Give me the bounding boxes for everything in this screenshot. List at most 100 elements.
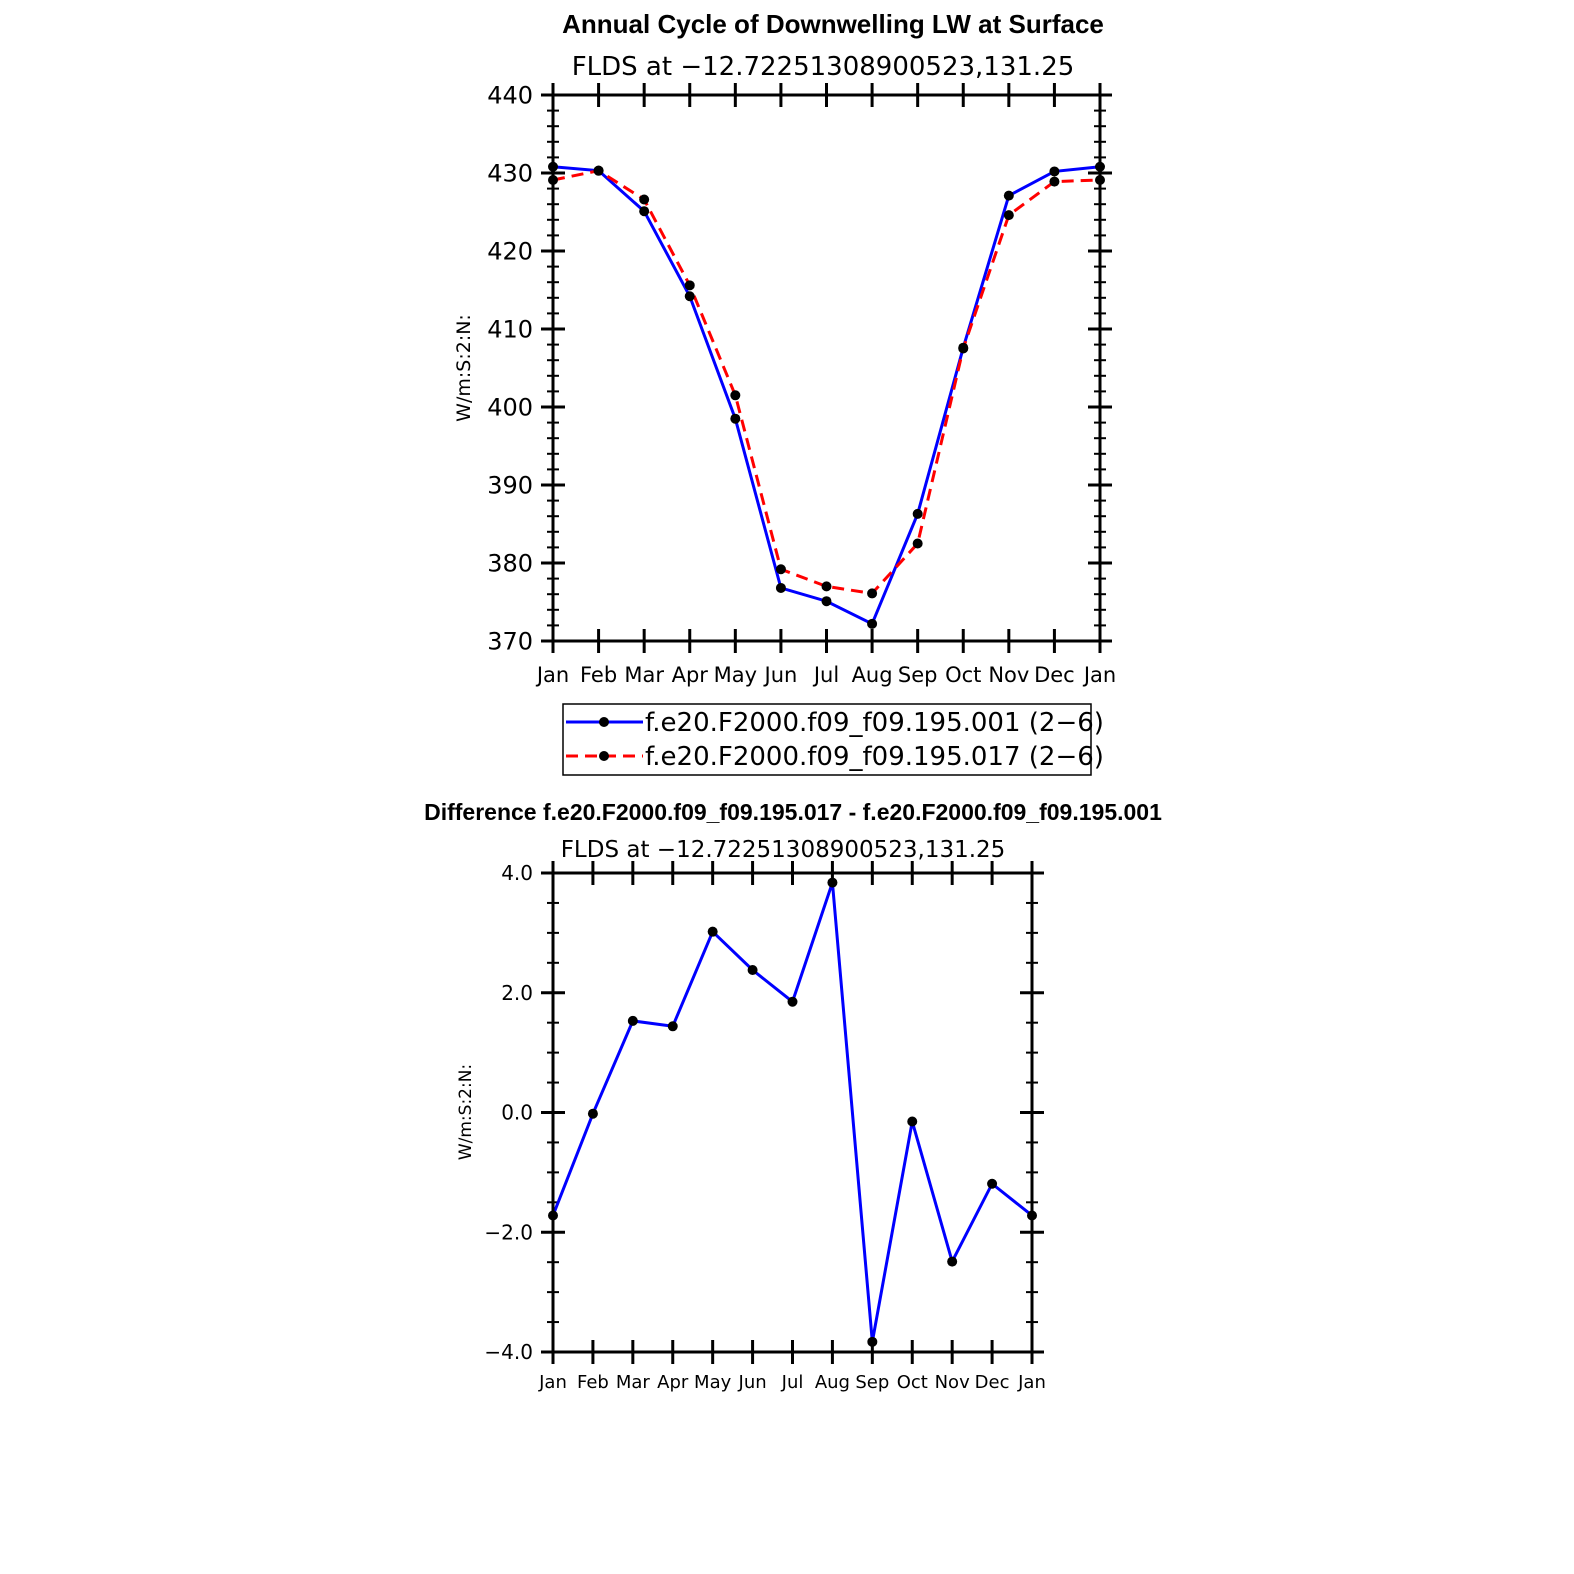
legend-marker-series-2	[599, 751, 609, 761]
x-tick-label: Dec	[1034, 663, 1075, 687]
x-tick-label: Jul	[812, 663, 839, 687]
legend-entry-1: f.e20.F2000.f09_f09.195.001 (2−6)	[566, 708, 1104, 738]
chart2-plot-frame	[551, 871, 1034, 1354]
y-tick-label: −2.0	[484, 1220, 533, 1244]
series-line-2	[552, 169, 1101, 596]
x-tick-label: Jan	[538, 1372, 567, 1393]
x-tick-label: Nov	[935, 1372, 970, 1393]
x-tick-label: Mar	[624, 663, 664, 687]
y-tick-label: −4.0	[484, 1340, 533, 1364]
series-1-point	[1049, 166, 1060, 177]
x-tick-label: Apr	[657, 1372, 689, 1393]
legend-label-series-1: f.e20.F2000.f09_f09.195.001 (2−6)	[645, 708, 1104, 738]
series-1-point	[684, 291, 695, 302]
x-tick-label: Oct	[897, 1372, 928, 1393]
y-tick-label: 4.0	[501, 861, 533, 885]
series-2-point	[684, 280, 695, 291]
series-2-point	[958, 343, 969, 354]
x-tick-label: Sep	[855, 1372, 889, 1393]
chart1-subtitle: FLDS at −12.72251308900523,131.25	[572, 52, 1075, 82]
y-tick-label: 390	[487, 472, 533, 500]
difference-chart: Difference f.e20.F2000.f09_f09.195.017 -…	[424, 799, 1162, 1393]
x-tick-label: Nov	[988, 663, 1029, 687]
chart2-x-tick-labels: Jan Feb Mar Apr May Jun Jul Aug Sep Oct Nov Dec Jan	[538, 1372, 1046, 1393]
chart1-y-tick-labels: 370 380 390 400 410 420 430 440	[487, 82, 533, 656]
chart1-ticks	[541, 83, 1112, 653]
y-tick-label: 370	[487, 628, 533, 656]
chart2-y-axis-label: W/m:S:2:N:	[456, 1064, 476, 1160]
x-tick-label: Aug	[815, 1372, 850, 1393]
x-tick-label: Jun	[738, 1372, 767, 1393]
series-1-point	[987, 1178, 998, 1189]
chart2-y-tick-labels: −4.0 −2.0 0.0 2.0 4.0	[484, 861, 533, 1364]
x-tick-label: Jul	[781, 1372, 804, 1393]
x-tick-label: Oct	[945, 663, 981, 687]
chart2-subtitle: FLDS at −12.72251308900523,131.25	[561, 837, 1006, 863]
x-tick-label: May	[714, 663, 757, 687]
x-tick-label: Feb	[580, 663, 617, 687]
x-tick-label: Sep	[898, 663, 938, 687]
y-tick-label: 400	[487, 394, 533, 422]
series-1-point	[587, 1108, 598, 1119]
series-2-point	[593, 165, 604, 176]
y-tick-label: 440	[487, 82, 533, 110]
series-1-point	[747, 964, 758, 975]
series-1-point	[730, 413, 741, 424]
series-2-point	[1003, 210, 1014, 221]
series-1-point	[912, 508, 923, 519]
chart1-title: Annual Cycle of Downwelling LW at Surfac…	[562, 9, 1104, 39]
series-2-point	[730, 390, 741, 401]
series-line-1	[552, 165, 1101, 626]
x-tick-label: Jan	[1082, 663, 1116, 687]
chart2-ticks	[541, 861, 1044, 1364]
annual-cycle-chart: Annual Cycle of Downwelling LW at Surfac…	[453, 9, 1116, 776]
y-tick-label: 420	[487, 238, 533, 266]
x-tick-label: Apr	[672, 663, 709, 687]
y-tick-label: 0.0	[501, 1101, 533, 1125]
legend-box	[562, 703, 1092, 776]
series-1-point	[947, 1256, 958, 1267]
series-1-point	[787, 996, 798, 1007]
x-tick-label: Mar	[616, 1372, 651, 1393]
x-tick-label: Jan	[535, 663, 569, 687]
series-1-point	[827, 877, 838, 888]
chart2-title: Difference f.e20.F2000.f09_f09.195.017 -…	[424, 799, 1162, 825]
series-1-point	[707, 926, 718, 937]
series-1-point	[775, 582, 786, 593]
series-1-point	[627, 1015, 638, 1026]
x-tick-label: Aug	[852, 663, 893, 687]
y-tick-label: 430	[487, 160, 533, 188]
series-1-point	[907, 1116, 918, 1127]
x-tick-label: Jun	[763, 663, 798, 687]
series-2-point	[639, 194, 650, 205]
series-1-point	[867, 1336, 878, 1347]
y-tick-label: 2.0	[501, 981, 533, 1005]
series-1-point	[639, 206, 650, 217]
series-2-point	[821, 581, 832, 592]
series-2-point	[867, 588, 878, 599]
chart1-legend: f.e20.F2000.f09_f09.195.001 (2−6) f.e20.…	[562, 703, 1104, 776]
x-tick-label: Dec	[975, 1372, 1010, 1393]
series-1-point	[667, 1021, 678, 1032]
x-tick-label: May	[694, 1372, 732, 1393]
chart2-series	[548, 877, 1037, 1347]
y-tick-label: 410	[487, 316, 533, 344]
legend-marker-series-1	[599, 717, 609, 727]
series-2-point	[775, 564, 786, 575]
legend-label-series-2: f.e20.F2000.f09_f09.195.017 (2−6)	[645, 742, 1104, 772]
x-tick-label: Feb	[577, 1372, 609, 1393]
series-1-point	[867, 618, 878, 629]
y-tick-label: 380	[487, 550, 533, 578]
chart1-plot-frame	[551, 93, 1102, 643]
legend-entry-2: f.e20.F2000.f09_f09.195.017 (2−6)	[566, 742, 1104, 772]
series-2-point	[1049, 176, 1060, 187]
series-1-point	[1003, 190, 1014, 201]
series-1-point	[821, 596, 832, 607]
chart1-x-tick-labels: Jan Feb Mar Apr May Jun Jul Aug Sep Oct Nov Dec Jan	[535, 663, 1116, 687]
chart1-series	[548, 161, 1105, 629]
series-line-1	[551, 882, 1033, 1343]
series-2-point	[912, 538, 923, 549]
x-tick-label: Jan	[1017, 1372, 1046, 1393]
chart1-y-axis-label: W/m:S:2:N:	[453, 314, 475, 422]
